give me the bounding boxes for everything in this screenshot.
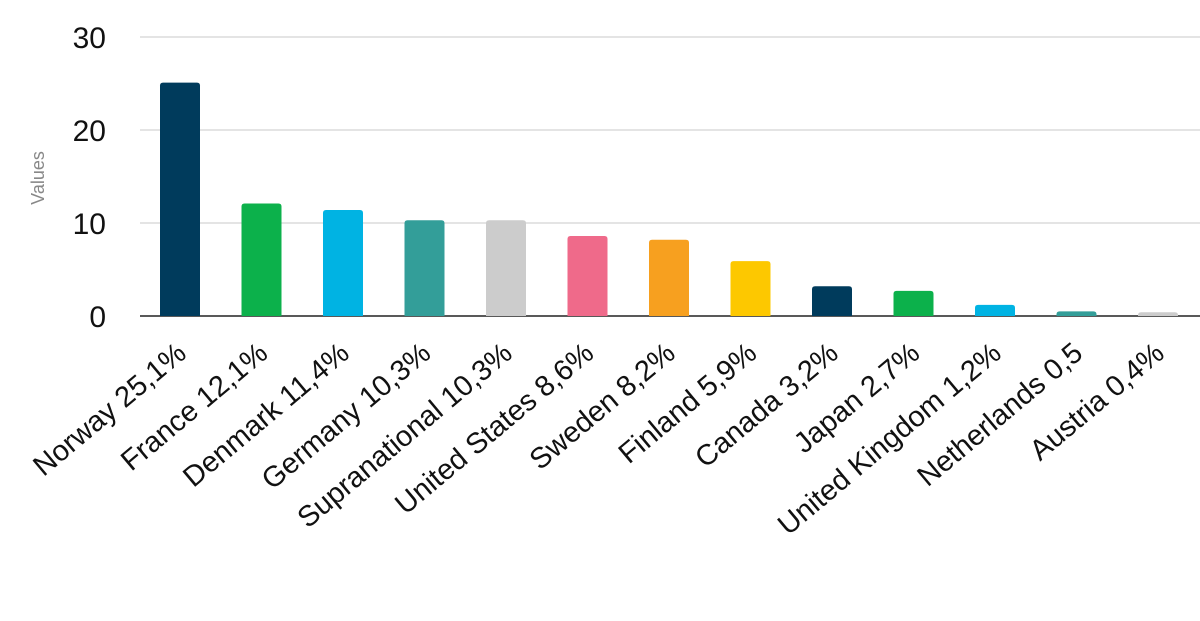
bar	[241, 203, 282, 316]
bar	[567, 236, 608, 316]
y-axis-label: Values	[28, 151, 48, 205]
bar	[323, 209, 363, 316]
y-tick-label: 10	[73, 208, 106, 241]
bar	[1056, 311, 1097, 316]
bar	[812, 286, 852, 316]
bar	[404, 220, 445, 316]
bar	[486, 220, 526, 316]
bar	[893, 290, 934, 316]
x-tick-label: Finland 5,9%	[613, 337, 763, 470]
y-tick-label: 30	[73, 22, 106, 55]
bar	[1138, 312, 1178, 316]
y-tick-label: 20	[73, 115, 106, 148]
y-tick-label: 0	[89, 301, 106, 334]
bar	[730, 261, 771, 316]
bar	[975, 304, 1015, 316]
bar	[649, 239, 689, 316]
bar	[160, 82, 200, 316]
x-tick-label: Canada 3,2%	[689, 337, 844, 474]
